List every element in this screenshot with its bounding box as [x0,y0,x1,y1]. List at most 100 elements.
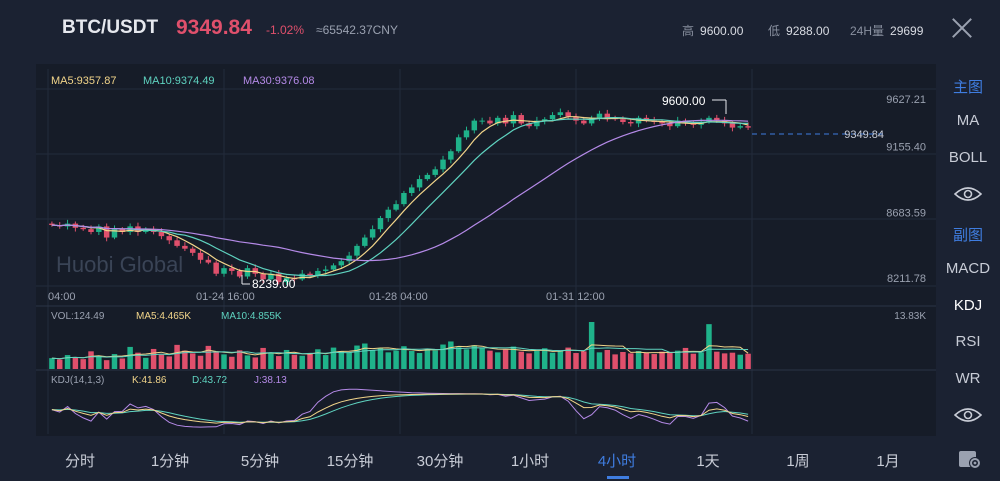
vol24-stat: 24H量 29699 [850,22,923,39]
low-value: 9288.00 [786,24,830,38]
candle-body [346,255,352,262]
tf-1d[interactable]: 1天 [696,453,720,470]
candle-body [510,115,517,124]
tf-timeline[interactable]: 分时 [64,453,95,470]
volume-bar [604,349,611,369]
candle-body [229,268,235,271]
candle-body [330,265,337,270]
volume-bar [213,351,219,369]
pair-title[interactable]: BTC/USDT [62,17,159,38]
volume-bar [64,355,71,369]
candle-body [408,187,415,193]
low-stat: 低 9288.00 [768,22,829,39]
candle-body [111,229,118,238]
volume-bar [408,350,415,369]
volume-bar [549,352,556,369]
tf-1h[interactable]: 1小时 [510,453,550,470]
cny-price: ≈65542.37CNY [316,23,398,37]
candle-body [377,218,384,230]
candle-body [737,126,744,128]
volume-bar [698,352,704,369]
volume-bar [197,355,204,369]
indicator-rsi[interactable]: RSI [955,333,981,350]
eye-icon[interactable] [954,407,982,423]
price-axis-label: 8211.78 [887,273,926,285]
volume-bar [362,343,368,369]
volume-bar [612,354,618,369]
volume-bar [330,347,337,369]
tf-1w[interactable]: 1周 [786,453,810,470]
candle-body [174,240,180,246]
eye-icon[interactable] [954,186,982,202]
volume-bar [252,357,259,369]
kdj-lines-group [51,388,749,428]
kdj-d-line [51,393,749,423]
candle-body [541,119,548,121]
kline-chart[interactable]: MA5:9357.87 MA10:9374.49 MA30:9376.08 Hu… [36,64,936,436]
volume-bar [510,346,517,369]
close-icon[interactable] [948,14,976,42]
volume-bar [96,356,102,369]
candle-body [96,226,102,232]
time-axis-label: 04:00 [48,291,76,303]
high-stat: 高 9600.00 [682,22,743,39]
high-value: 9600.00 [700,24,744,38]
tf-1mon[interactable]: 1月 [876,453,900,470]
volume-bar [534,350,540,369]
volume-bar [479,347,485,369]
candle-body [213,262,219,274]
time-axis-label: 01-24 16:00 [196,291,255,303]
indicator-boll[interactable]: BOLL [948,149,988,166]
candle-body [557,112,564,116]
kdj-legend: KDJ(14,1,3) [51,375,104,386]
volume-bar [150,348,157,369]
candle-body [455,137,462,152]
volume-bar [268,352,274,369]
volume-bar [581,351,587,369]
volume-bar [706,324,712,369]
kdj-d: D:43.72 [192,375,227,386]
indicator-wr[interactable]: WR [955,370,981,387]
tf-15min[interactable]: 15分钟 [326,453,374,470]
tf-4h[interactable]: 4小时 [597,453,637,470]
candle-body [103,226,110,238]
candle-body [369,229,376,238]
candle-body [479,120,485,122]
indicator-ma[interactable]: MA [956,112,980,129]
chart-svg[interactable]: MA5:9357.87 MA10:9374.49 MA30:9376.08 Hu… [36,64,936,436]
ma-lines-group [51,116,749,280]
candle-body [315,270,321,276]
candle-body [471,120,478,131]
candle-body [518,115,524,124]
candle-body [244,268,251,277]
high-annotation: 9600.00 [662,94,706,108]
ma30-line [51,119,749,262]
volume-bar [565,347,571,369]
volume-bar [628,353,634,369]
tf-30min[interactable]: 30分钟 [416,453,464,470]
indicator-kdj[interactable]: KDJ [953,297,983,314]
vol24-label: 24H量 [850,24,885,38]
volume-bar [377,348,384,369]
volume-bar [714,351,720,369]
volume-bar [495,352,501,369]
volume-bar [49,358,55,369]
tf-1min[interactable]: 1分钟 [150,453,190,470]
vol24-value: 29699 [890,24,924,38]
volume-bar [244,355,251,369]
volume-bar [236,350,243,369]
tf-5min[interactable]: 5分钟 [240,453,280,470]
volume-bar [229,356,235,369]
settings-icon[interactable] [958,448,982,470]
candle-body [299,273,305,280]
indicator-macd[interactable]: MACD [945,260,991,277]
volume-ma-lines [51,344,749,360]
volume-bar [643,352,650,369]
kdj-k-line [51,393,749,424]
volume-bar [315,349,321,369]
volume-bar [526,353,532,369]
price-axis-label: 9627.21 [886,94,926,106]
volume-bar [166,356,172,369]
candle-body [362,237,368,246]
current-price-tag: 9349.84 [844,129,884,141]
